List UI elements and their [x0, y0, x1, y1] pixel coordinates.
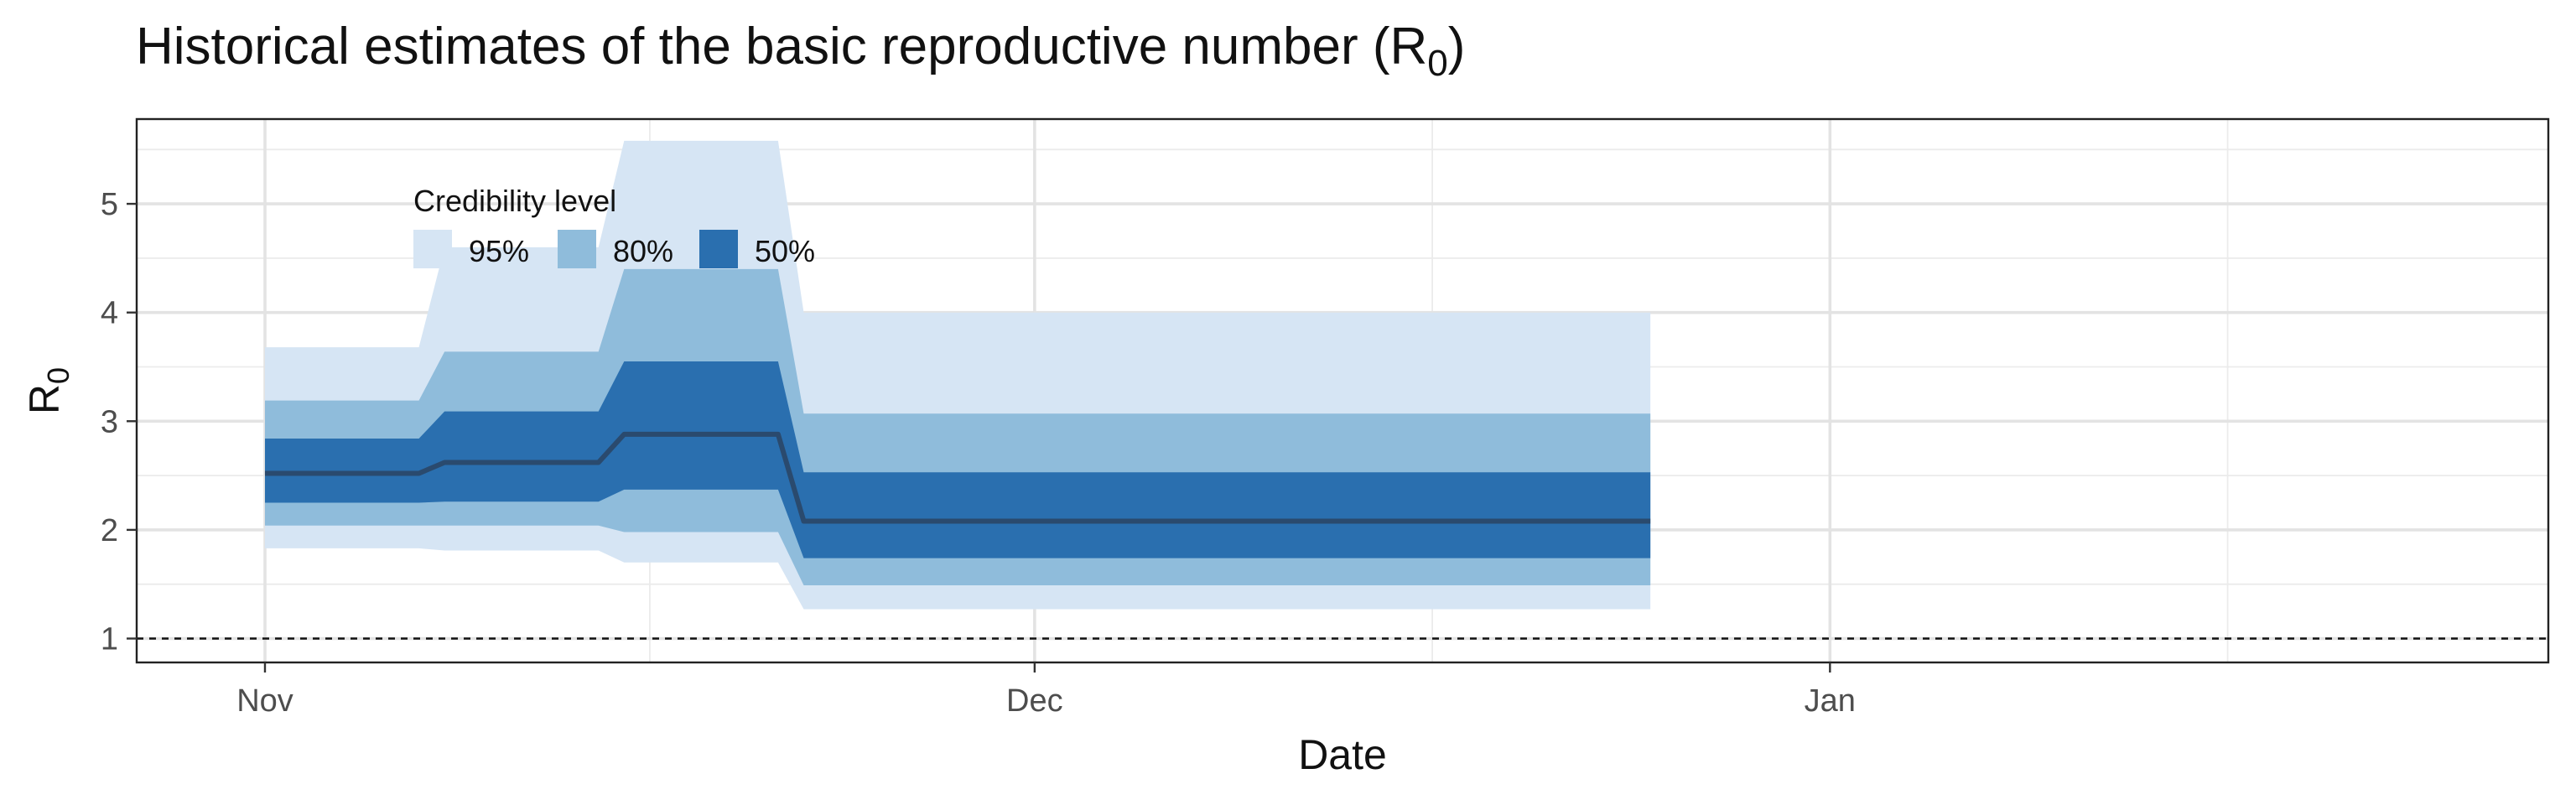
y-tick-label: 2	[101, 513, 118, 548]
legend-title: Credibility level	[413, 184, 616, 218]
legend-swatch	[413, 230, 452, 268]
y-tick-label: 3	[101, 404, 118, 439]
x-axis-label: Date	[1298, 731, 1387, 778]
chart-title: Historical estimates of the basic reprod…	[136, 17, 1465, 85]
title-subscript: 0	[1427, 43, 1448, 84]
legend-swatch	[558, 230, 596, 268]
legend-swatch	[699, 230, 738, 268]
title-suffix: )	[1447, 18, 1466, 75]
plot-border	[135, 117, 2550, 664]
y-tick-label: 4	[101, 296, 118, 331]
legend-label: 50%	[755, 234, 815, 268]
median-line	[264, 431, 1651, 524]
legend: Credibility level 95% 80% 50%	[413, 184, 815, 268]
y-axis-label-subscript: 0	[41, 367, 75, 384]
legend-label: 95%	[469, 234, 529, 268]
series-lines	[137, 431, 2548, 640]
y-axis: 1 2 3 4 5	[101, 187, 137, 657]
svg-text:R0: R0	[21, 367, 75, 414]
y-tick-label: 5	[101, 187, 118, 222]
y-axis-label: R0	[21, 367, 75, 414]
y-tick-label: 1	[101, 621, 118, 657]
legend-label: 80%	[613, 234, 673, 268]
credibility-bands	[264, 140, 1651, 610]
title-text: Historical estimates of the basic reprod…	[136, 18, 1428, 75]
band-50	[264, 361, 1651, 558]
x-tick-label: Dec	[1006, 683, 1063, 719]
x-tick-label: Nov	[236, 683, 293, 719]
x-axis: Nov Dec Jan	[236, 662, 1856, 719]
y-axis-label-text: R	[21, 384, 68, 414]
x-tick-label: Jan	[1805, 683, 1856, 719]
